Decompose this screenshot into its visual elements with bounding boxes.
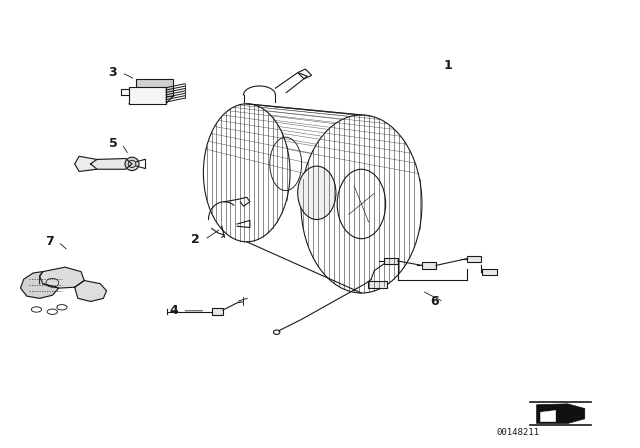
Text: 5: 5 bbox=[109, 138, 117, 151]
Polygon shape bbox=[540, 410, 556, 422]
Bar bbox=[422, 262, 436, 268]
Text: 3: 3 bbox=[109, 66, 117, 79]
Polygon shape bbox=[75, 280, 106, 302]
Bar bbox=[467, 256, 481, 262]
Ellipse shape bbox=[298, 166, 336, 220]
Ellipse shape bbox=[125, 157, 139, 171]
Polygon shape bbox=[129, 87, 166, 104]
Polygon shape bbox=[40, 267, 84, 288]
Polygon shape bbox=[91, 159, 132, 169]
Polygon shape bbox=[20, 271, 59, 298]
Polygon shape bbox=[129, 96, 173, 104]
Text: 6: 6 bbox=[430, 295, 439, 308]
Text: 7: 7 bbox=[45, 235, 54, 248]
Polygon shape bbox=[537, 404, 585, 423]
Bar bbox=[368, 280, 387, 288]
Bar bbox=[483, 269, 497, 275]
Text: 4: 4 bbox=[169, 304, 178, 317]
Text: 1: 1 bbox=[443, 60, 452, 73]
Polygon shape bbox=[136, 79, 173, 96]
Text: 2: 2 bbox=[191, 233, 200, 246]
Polygon shape bbox=[75, 156, 97, 172]
Bar bbox=[384, 258, 397, 264]
Bar bbox=[212, 308, 223, 315]
Text: 00148211: 00148211 bbox=[496, 428, 539, 437]
